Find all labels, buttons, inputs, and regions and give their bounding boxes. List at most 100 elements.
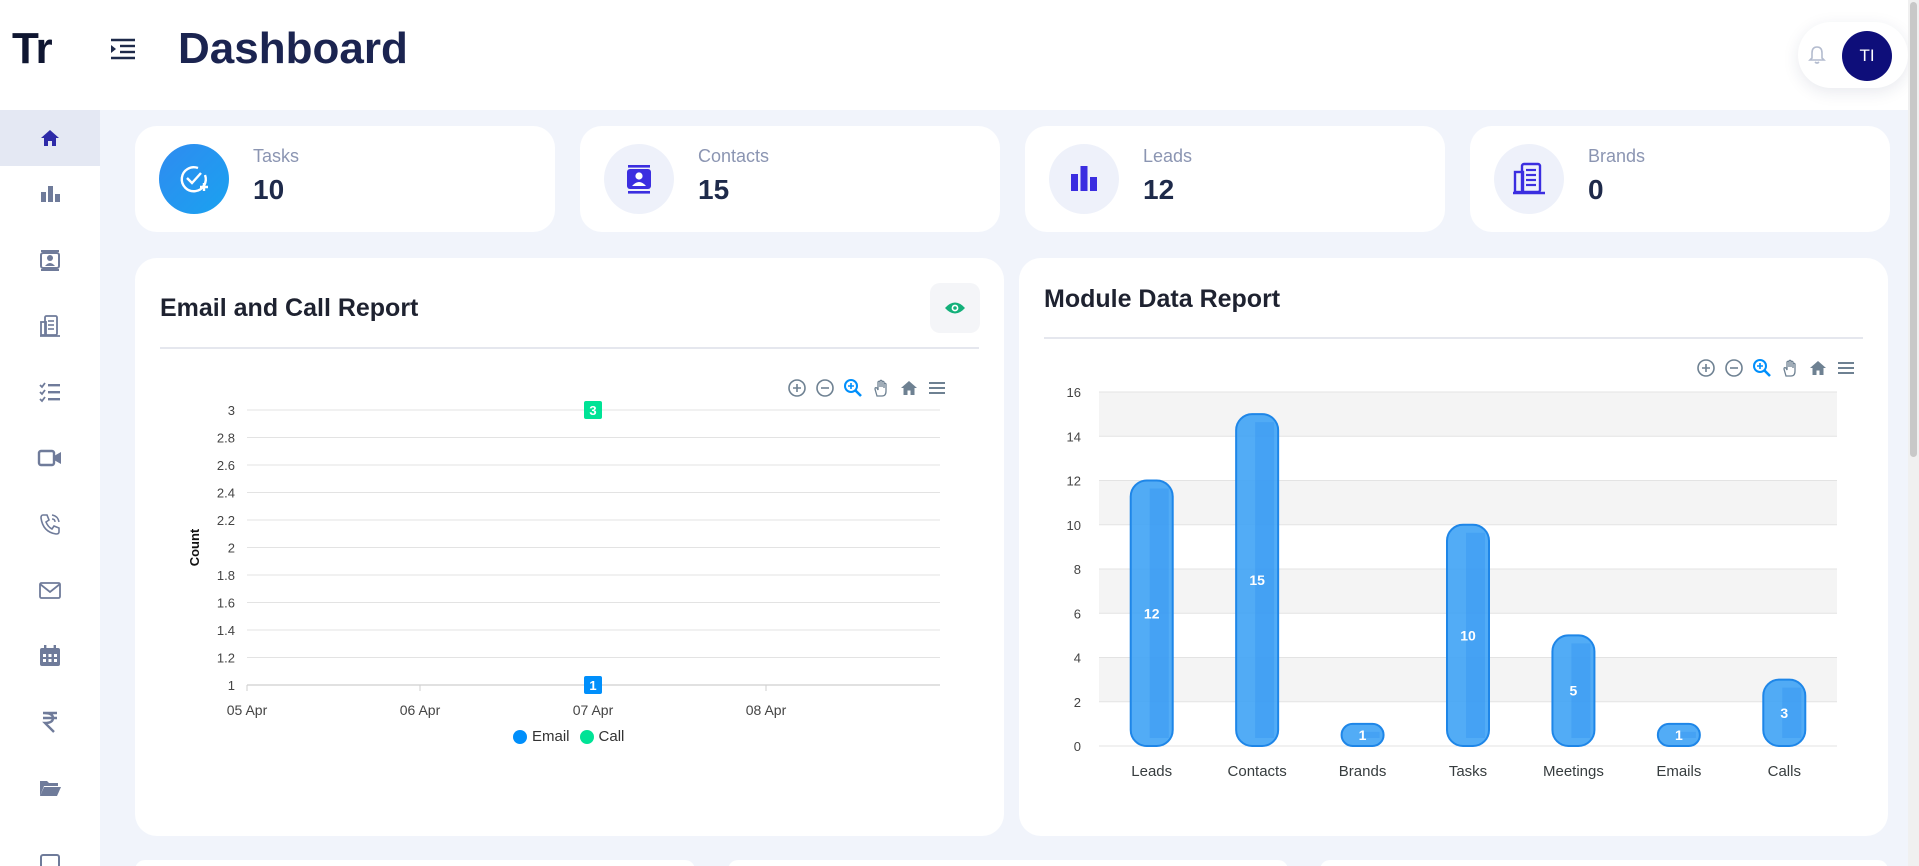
bar-value-label: 12 (1144, 605, 1160, 621)
stat-value: 15 (698, 174, 730, 205)
x-tick-label: 08 Apr (746, 702, 787, 718)
module-data-chart: 024681012141612Leads15Contacts1Brands10T… (1067, 385, 1837, 780)
building-icon (1494, 144, 1564, 214)
y-tick-label: 14 (1067, 429, 1081, 444)
legend-call-marker (579, 729, 594, 744)
stat-label: Tasks (253, 146, 300, 166)
bottom-card (1320, 860, 1888, 866)
eye-icon[interactable] (930, 283, 980, 333)
zoom-in-icon[interactable] (786, 377, 808, 399)
sidebar-item-finance[interactable] (0, 694, 100, 750)
zoom-in-icon[interactable] (1695, 357, 1717, 379)
y-tick-label: 2.2 (217, 513, 235, 528)
legend-email-label: Email (532, 728, 570, 745)
data-point-email[interactable] (584, 676, 602, 694)
zoom-select-icon[interactable] (1751, 357, 1773, 379)
stat-value: 10 (253, 174, 285, 205)
stat-card-contacts[interactable]: Contacts 15 (580, 126, 1000, 232)
brands-icon (40, 315, 60, 337)
category-label: Leads (1131, 763, 1172, 780)
grid-band (1099, 392, 1837, 437)
bar-value-label: 15 (1249, 572, 1265, 588)
reset-home-icon[interactable] (898, 377, 920, 399)
stat-card-tasks[interactable]: Tasks 10 (135, 126, 555, 232)
y-tick-label: 1.8 (217, 568, 235, 583)
y-tick-label: 1.4 (217, 623, 235, 638)
sidebar-item-email[interactable] (0, 562, 100, 618)
task-add-icon (159, 144, 229, 214)
bar-contacts[interactable] (1235, 413, 1280, 747)
x-tick-label: 05 Apr (227, 702, 268, 718)
sidebar-item-brands[interactable] (0, 298, 100, 354)
panel-divider (160, 347, 979, 349)
calendar-icon (40, 645, 60, 666)
bar-shade (1360, 731, 1380, 738)
stat-card-leads[interactable]: Leads 12 (1025, 126, 1445, 232)
y-tick-label: 2 (228, 541, 235, 556)
legend-call[interactable]: Call (579, 728, 625, 745)
bar-brands[interactable] (1340, 722, 1385, 747)
bar-emails[interactable] (1656, 722, 1701, 747)
sidebar-item-home[interactable] (0, 110, 100, 166)
menu-icon[interactable] (926, 377, 948, 399)
reset-home-icon[interactable] (1807, 357, 1829, 379)
panel-title: Email and Call Report (160, 294, 419, 322)
y-tick-label: 0 (1074, 739, 1081, 754)
menu-icon[interactable] (1835, 357, 1857, 379)
sidebar-item-contacts[interactable] (0, 232, 100, 288)
sidebar-item-meetings[interactable] (0, 430, 100, 486)
calls-icon (40, 514, 60, 535)
scrollbar-thumb[interactable] (1910, 2, 1917, 457)
avatar[interactable]: TI (1842, 31, 1892, 81)
app-logo[interactable]: Tr (12, 24, 53, 73)
data-point-call[interactable] (584, 401, 602, 419)
sidebar-item-reports[interactable] (0, 166, 100, 222)
stat-label: Brands (1588, 146, 1646, 166)
contacts-icon (40, 250, 60, 271)
y-tick-label: 1 (228, 678, 235, 693)
contact-card-icon (604, 144, 674, 214)
bell-icon[interactable] (1806, 44, 1828, 66)
sidebar-item-calendar[interactable] (0, 628, 100, 684)
menu-toggle-icon[interactable] (108, 36, 138, 62)
sidebar-item-files[interactable] (0, 760, 100, 816)
stat-card-brands[interactable]: Brands 0 (1470, 126, 1890, 232)
y-tick-label: 10 (1067, 518, 1081, 533)
bar-shade (1782, 687, 1802, 738)
bar-leads[interactable] (1129, 479, 1174, 747)
bar-shade (1571, 643, 1591, 738)
pan-hand-icon[interactable] (870, 377, 892, 399)
bar-calls[interactable] (1762, 678, 1807, 747)
zoom-out-icon[interactable] (814, 377, 836, 399)
y-tick-label: 16 (1067, 385, 1081, 400)
page-scrollbar[interactable] (1908, 0, 1919, 866)
data-label: 1 (589, 678, 596, 693)
stat-label: Contacts (698, 146, 770, 166)
bar-tasks[interactable] (1446, 523, 1490, 747)
email-call-chart: 1 1.2 1.4 1.6 1.8 2 2.2 2.4 2.6 2.8 3 05 Apr 06 Apr 0… (187, 401, 940, 718)
bar-meetings[interactable] (1551, 634, 1596, 747)
zoom-select-icon[interactable] (842, 377, 864, 399)
sidebar-item-more[interactable] (0, 826, 100, 866)
y-tick-label: 1.6 (217, 596, 235, 611)
legend-email[interactable]: Email (513, 728, 570, 745)
sidebar (0, 110, 100, 866)
bar-value-label: 1 (1359, 727, 1367, 743)
meetings-icon (37, 449, 61, 467)
x-tick-label: 07 Apr (573, 702, 614, 718)
folder-icon (40, 781, 61, 796)
sidebar-item-calls[interactable] (0, 496, 100, 552)
stat-label: Leads (1143, 146, 1193, 166)
bar-value-label: 5 (1570, 683, 1578, 699)
legend-call-label: Call (598, 728, 625, 745)
pan-hand-icon[interactable] (1779, 357, 1801, 379)
category-label: Brands (1339, 763, 1387, 780)
chart-toolbar (1695, 357, 1857, 379)
more-icon (40, 854, 60, 866)
panel-title: Module Data Report (1044, 285, 1281, 313)
bar-shade (1255, 422, 1275, 738)
module-data-report-panel: Module Data Report 0 2 4 6 8 10 12 14 16 12 Leads 1… (1019, 258, 1888, 836)
sidebar-item-tasks[interactable] (0, 364, 100, 420)
zoom-out-icon[interactable] (1723, 357, 1745, 379)
y-tick-label: 2.6 (217, 458, 235, 473)
